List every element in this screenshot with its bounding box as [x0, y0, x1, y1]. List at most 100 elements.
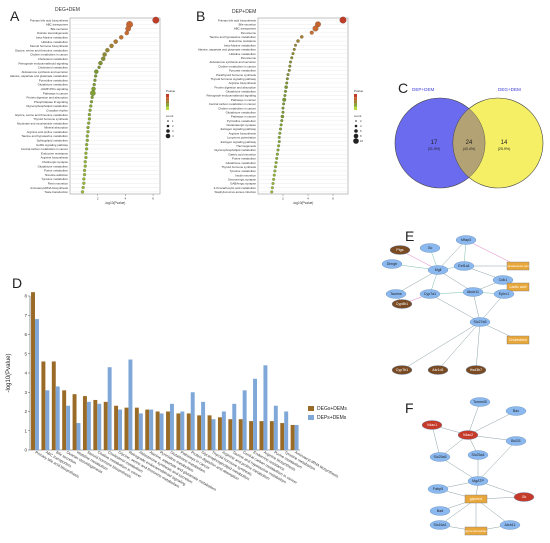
panel-b-legend-size-label: 4: [360, 124, 362, 128]
panel-a-term-label: Pathways in cancer: [43, 91, 68, 95]
panel-a-dot: [94, 69, 99, 74]
undefined-edge: [431, 424, 441, 458]
undefined-node-cyp8b1: [391, 299, 413, 309]
panel-a-dot: [98, 60, 103, 66]
panel-a-dot: [119, 35, 124, 40]
panel-a-dot: [105, 47, 110, 53]
panel-b-legend-color-swatch: [354, 97, 357, 101]
panel-a-legend-count-title: count: [166, 114, 174, 118]
undefined-node-bax: [505, 406, 527, 416]
panel-a-term-label: Thyroid hormone synthesis: [33, 117, 68, 121]
bar-series-b: [242, 390, 247, 450]
undefined-node-slc25a5-label: Slc25a5: [434, 455, 447, 459]
panel-b-term-label: Protein digestion and absorption: [215, 85, 257, 89]
undefined-node-eef1a1-label: Eef1a1: [458, 264, 469, 268]
undefined-edge: [465, 239, 519, 267]
panel-a-term-label: Glycerophospholipid metabolism: [26, 104, 68, 108]
undefined-node-cdk1-label: Cdk1: [499, 278, 507, 282]
panel-a-dot: [82, 173, 87, 177]
bar-series-a: [217, 417, 222, 450]
panel-a-dot: [152, 16, 160, 24]
panel-b-legend-size-label: 8: [360, 134, 362, 138]
panel-b-legend-size-dot: [354, 124, 358, 128]
undefined-edge: [437, 239, 467, 271]
undefined-node-akr1d1-label: Akr1d1: [432, 368, 443, 372]
panel-a-term-label: Steroid hormone biosynthesis: [30, 44, 69, 48]
panel-a-legend-color-swatch: [166, 103, 169, 107]
panel-a-term-label: Aminoacyl-tRNA biosynthesis: [30, 186, 68, 190]
undefined-node-slc25a4-label: Slc25a4: [472, 453, 485, 457]
undefined-node-cyp8b1-label: Cyp8b1: [396, 302, 408, 306]
undefined-node-bad: [429, 506, 451, 516]
undefined-node-slc16a1-label: Slc16a1: [434, 523, 447, 527]
bar-y-axis-label: -log10(Pvalue): [6, 353, 12, 392]
panel-a-term-label: Tyrosine metabolism: [41, 177, 68, 181]
panel-a-dot: [85, 147, 89, 151]
panel-f-network: Tomm40 Bax Vdac1 Vdac2 Bcl2l1 Slc25a5 Slc25a4 M…: [421, 397, 535, 536]
panel-b-term-label: Arginine biosynthesis: [229, 131, 257, 135]
panel-a-term-label: Arginine and proline metabolism: [27, 130, 69, 134]
panel-b-term-label: Purine metabolism: [232, 157, 257, 161]
panel-a-legend-size-dot: [166, 129, 170, 133]
panel-b-dot: [273, 169, 277, 173]
panel-b-title: DEP+DEM: [232, 9, 257, 15]
panel-b-dot: [274, 161, 278, 165]
undefined-node-mgatp: [467, 476, 489, 486]
venn-intersection-pct: (43.4%): [463, 147, 476, 151]
panel-a-dot: [87, 112, 91, 117]
panel-a-dot: [82, 181, 86, 185]
venn-intersection-count: 24: [466, 140, 473, 146]
bar-legend-swatch: [308, 415, 314, 420]
panel-a-legend-size-label: 1: [172, 119, 174, 123]
panel-b-term-label: Estrogen signaling pathway: [221, 140, 257, 144]
undefined-node-abcb11-label: Abcb11: [467, 290, 479, 294]
panel-b-dot: [283, 94, 287, 98]
bar-series-a: [186, 413, 191, 450]
bar-series-a: [93, 399, 98, 450]
bar-series-b: [34, 319, 39, 450]
panel-c-venn: DEP+DEM DEG+DEM 17(31.5%) 24(43.4%) 14(25.9%…: [394, 87, 544, 189]
panel-b-dot: [309, 30, 314, 35]
undefined-node-taurine: [385, 289, 407, 299]
panel-b-dot: [281, 106, 285, 110]
panel-a-term-label: cGMP-PKG signaling: [41, 87, 69, 91]
undefined-node-vdac1: [421, 420, 443, 430]
panel-b-legend-size-label: 2: [360, 119, 362, 123]
panel-a-term-label: ABC transporters: [46, 23, 69, 27]
panel-b-dot: [274, 165, 277, 169]
panel-a-dot: [102, 52, 107, 57]
panel-a-dot: [83, 164, 87, 168]
venn-left-count: 17: [431, 140, 438, 146]
panel-b-legend-size-label: 10: [360, 139, 364, 143]
bar-series-b: [45, 390, 50, 450]
panel-b-term-label: Peroxisome: [241, 56, 257, 60]
panel-b-term-label: Thyroid hormone signaling pathway: [210, 77, 256, 81]
bar-series-a: [155, 411, 160, 450]
panel-a-term-label: Taste transduction: [45, 190, 69, 194]
undefined-node-bcl2l1-label: Bcl2l1: [511, 439, 521, 443]
panel-b-term-label: 2-Oxocarboxylic acid metabolism: [214, 186, 257, 190]
panel-b-dot: [270, 186, 274, 190]
undefined-node-mgll-label: Mgll: [435, 268, 442, 272]
panel-a-term-label: Ovarian steroidogenesis: [37, 31, 69, 35]
undefined-node-abcb11: [462, 287, 484, 297]
panel-a-dot: [125, 25, 131, 32]
panel-a-legend-color-swatch: [166, 106, 169, 110]
panel-a-term-label: Taurine and hypotaurine metabolism: [21, 134, 68, 138]
undefined-node-vdac2: [457, 430, 479, 440]
panel-b-dot: [277, 135, 281, 139]
undefined-node-gk-label: Gk: [522, 495, 527, 499]
panel-b-legend-color-swatch: [354, 103, 357, 107]
panel-b-term-label: ABC transporters: [234, 27, 257, 31]
panel-a-term-label: Sphingolipid metabolism: [37, 139, 69, 143]
panel-b-term-label: Glycerophospholipid metabolism: [214, 148, 256, 152]
undefined-node-cholesterol: [506, 335, 530, 345]
panel-label-b: B: [196, 8, 206, 24]
panel-label-c: C: [398, 80, 409, 96]
panel-label-f: F: [405, 400, 414, 416]
panel-b-term-label: GABAergic synapse: [230, 182, 256, 186]
undefined-node-bad-label: Bad: [437, 509, 443, 513]
panel-b-term-label: Alanine, aspartate and glutamate metabol…: [198, 48, 257, 52]
undefined-node-cyp7b1: [391, 365, 413, 375]
